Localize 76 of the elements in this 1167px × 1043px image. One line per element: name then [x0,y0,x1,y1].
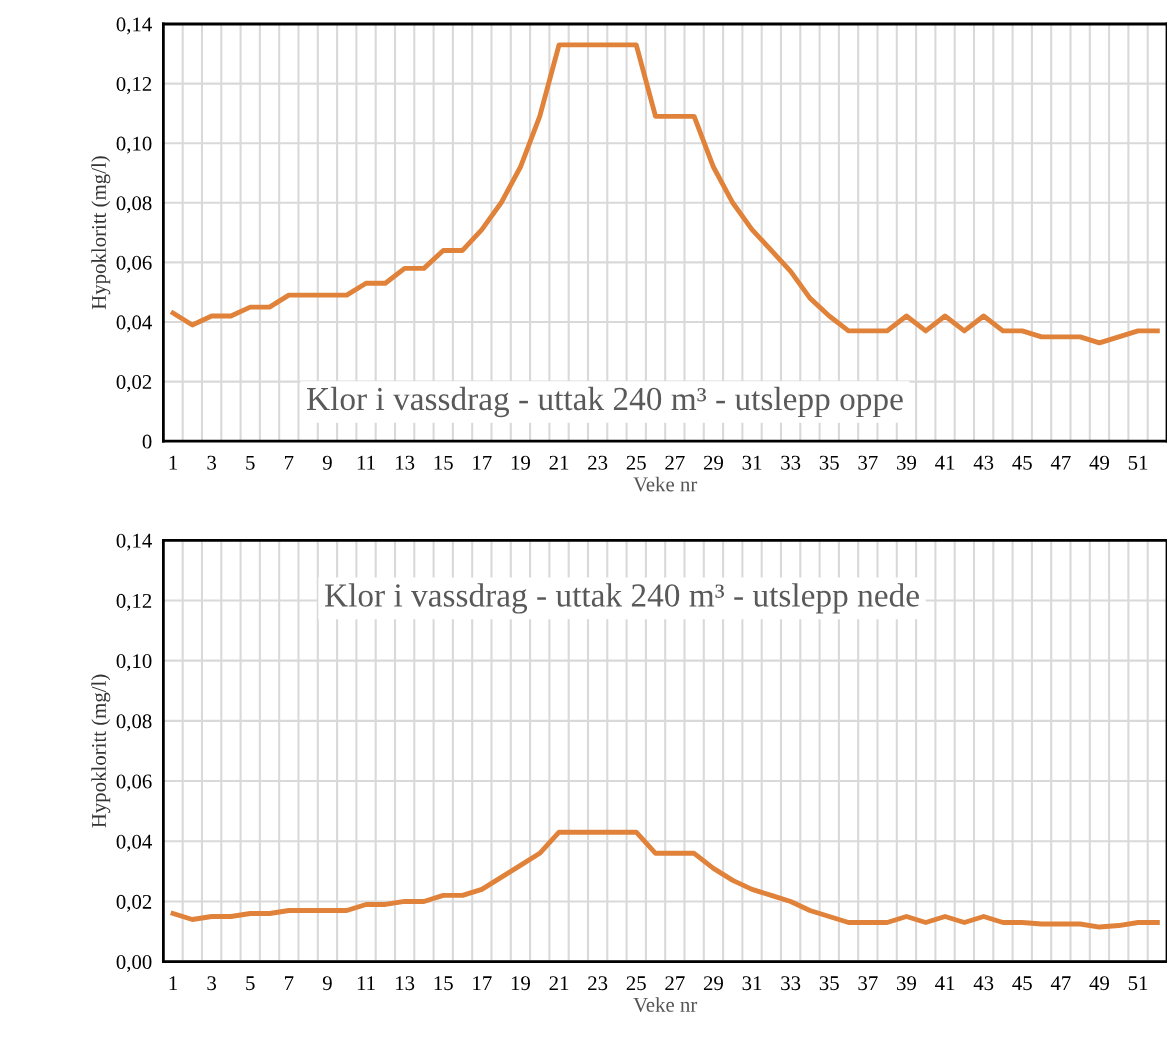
x-tick-label: 17 [473,455,492,470]
x-tick-label: 39 [897,455,917,470]
text: Klor i vassdrag - uttak 240 m³ - utslepp oppe [307,386,903,418]
x-tick-label: 3 [207,455,217,470]
y-tick-label: 0,10 [116,136,152,154]
x-tick-label: 7 [285,455,294,470]
y-tick-label: 0,04 [116,834,152,852]
x-tick-label: 33 [781,976,801,991]
y-tick-label: 0,06 [116,774,152,792]
y-tick-label: 0,08 [116,196,152,214]
x-tick-label: 35 [819,976,839,991]
y-tick-label: 0,14 [116,533,152,551]
x-tick-label: 37 [858,455,878,470]
y-tick-label: 0,10 [116,654,152,672]
x-tick-label: 25 [626,455,646,470]
x-tick-label: 37 [858,976,878,991]
y-tick-label: 0,02 [116,894,152,912]
x-tick-label: 23 [588,976,608,991]
x-tick-label: 31 [742,976,762,991]
x-tick-label: 33 [781,455,801,470]
line-series [170,42,1160,346]
x-axis-title: Veke nr [633,476,698,492]
x-tick-label: 47 [1050,976,1071,990]
x-tick-label: 51 [1128,976,1148,991]
x-tick-label: 39 [897,976,917,991]
x-axis-title: Veke nr [633,997,698,1012]
x-tick-label: 15 [434,455,453,470]
x-tick-label: 45 [1012,976,1032,991]
x-tick-label: 27 [665,976,685,990]
x-tick-label: 19 [511,976,530,991]
x-tick-label: 17 [473,976,492,990]
x-tick-label: 11 [357,455,375,470]
x-tick-label: 35 [819,455,839,470]
y-tick-label: 0 [142,434,152,449]
x-tick-label: 13 [396,976,415,991]
line-series [170,829,1160,930]
y-tick-label: 0,12 [116,76,152,95]
y-axis-title: Hypokloritt (mg/l) [91,156,111,310]
x-tick-label: 9 [322,976,332,991]
x-tick-label: 27 [665,455,685,470]
x-tick-label: 43 [973,976,994,991]
y-tick-label: 0,12 [116,593,152,611]
x-tick-label: 21 [549,976,569,990]
y-tick-label: 0,00 [116,955,152,973]
x-tick-label: 11 [357,976,375,990]
y-tick-label: 0,02 [116,374,152,393]
x-tick-label: 5 [246,455,255,470]
x-tick-label: 29 [703,976,723,991]
x-tick-label: 41 [935,455,955,470]
x-tick-label: 47 [1050,455,1071,470]
x-tick-label: 3 [207,976,217,991]
x-tick-label: 51 [1128,455,1148,470]
y-tick-label: 0,04 [116,315,152,333]
y-tick-label: 0,08 [116,714,152,732]
x-tick-label: 49 [1089,455,1110,470]
x-tick-label: 23 [588,455,608,470]
x-tick-label: 13 [396,455,415,470]
x-tick-label: 41 [935,976,955,990]
x-tick-label: 45 [1012,455,1032,470]
x-tick-label: 25 [626,976,646,991]
x-tick-label: 7 [285,976,294,990]
y-tick-label: 0,06 [116,255,152,273]
x-tick-label: 15 [434,976,453,991]
x-tick-label: 1 [169,455,177,470]
x-tick-label: 21 [549,455,569,470]
x-tick-label: 19 [511,455,530,470]
x-tick-label: 5 [246,976,255,991]
x-tick-label: 31 [742,455,762,470]
x-tick-label: 49 [1089,976,1110,991]
text: Klor i vassdrag - uttak 240 m³ - utslepp nede [325,583,919,614]
x-tick-label: 9 [322,455,332,470]
x-tick-label: 29 [703,455,723,470]
y-tick-label: 0,14 [116,17,152,35]
x-tick-label: 43 [973,455,994,470]
x-tick-label: 1 [169,976,177,990]
y-axis-title: Hypokloritt (mg/l) [91,674,111,828]
